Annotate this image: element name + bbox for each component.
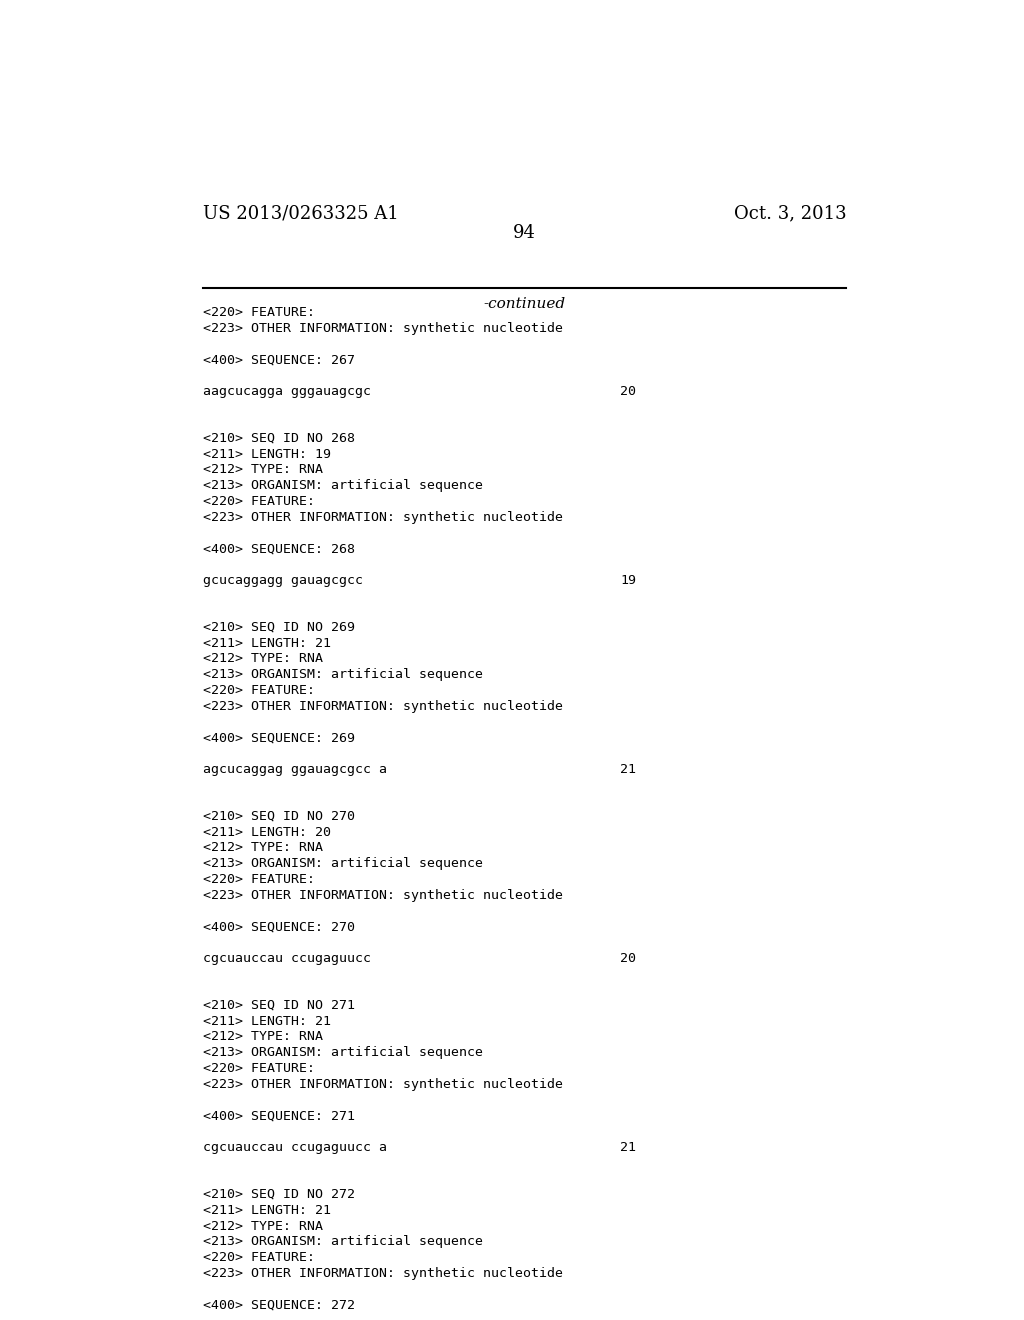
Text: <212> TYPE: RNA: <212> TYPE: RNA — [204, 1220, 324, 1233]
Text: <220> FEATURE:: <220> FEATURE: — [204, 495, 315, 508]
Text: <223> OTHER INFORMATION: synthetic nucleotide: <223> OTHER INFORMATION: synthetic nucle… — [204, 1077, 563, 1090]
Text: 94: 94 — [513, 224, 537, 243]
Text: <223> OTHER INFORMATION: synthetic nucleotide: <223> OTHER INFORMATION: synthetic nucle… — [204, 700, 563, 713]
Text: cgcuauccau ccugaguucc a: cgcuauccau ccugaguucc a — [204, 1140, 387, 1154]
Text: <400> SEQUENCE: 270: <400> SEQUENCE: 270 — [204, 920, 355, 933]
Text: -continued: -continued — [483, 297, 566, 310]
Text: <223> OTHER INFORMATION: synthetic nucleotide: <223> OTHER INFORMATION: synthetic nucle… — [204, 511, 563, 524]
Text: 20: 20 — [620, 952, 636, 965]
Text: aagcucagga gggauagcgc: aagcucagga gggauagcgc — [204, 384, 372, 397]
Text: <400> SEQUENCE: 272: <400> SEQUENCE: 272 — [204, 1299, 355, 1311]
Text: <400> SEQUENCE: 267: <400> SEQUENCE: 267 — [204, 352, 355, 366]
Text: <212> TYPE: RNA: <212> TYPE: RNA — [204, 652, 324, 665]
Text: <223> OTHER INFORMATION: synthetic nucleotide: <223> OTHER INFORMATION: synthetic nucle… — [204, 322, 563, 334]
Text: <213> ORGANISM: artificial sequence: <213> ORGANISM: artificial sequence — [204, 857, 483, 870]
Text: <400> SEQUENCE: 271: <400> SEQUENCE: 271 — [204, 1109, 355, 1122]
Text: <210> SEQ ID NO 270: <210> SEQ ID NO 270 — [204, 810, 355, 822]
Text: <211> LENGTH: 21: <211> LENGTH: 21 — [204, 1204, 332, 1217]
Text: <211> LENGTH: 21: <211> LENGTH: 21 — [204, 636, 332, 649]
Text: <220> FEATURE:: <220> FEATURE: — [204, 873, 315, 886]
Text: agcucaggag ggauagcgcc a: agcucaggag ggauagcgcc a — [204, 763, 387, 776]
Text: <213> ORGANISM: artificial sequence: <213> ORGANISM: artificial sequence — [204, 1236, 483, 1249]
Text: 20: 20 — [620, 384, 636, 397]
Text: <220> FEATURE:: <220> FEATURE: — [204, 1251, 315, 1265]
Text: <220> FEATURE:: <220> FEATURE: — [204, 1063, 315, 1074]
Text: Oct. 3, 2013: Oct. 3, 2013 — [733, 205, 846, 222]
Text: <213> ORGANISM: artificial sequence: <213> ORGANISM: artificial sequence — [204, 479, 483, 492]
Text: 21: 21 — [620, 763, 636, 776]
Text: <400> SEQUENCE: 268: <400> SEQUENCE: 268 — [204, 543, 355, 556]
Text: <220> FEATURE:: <220> FEATURE: — [204, 306, 315, 318]
Text: <213> ORGANISM: artificial sequence: <213> ORGANISM: artificial sequence — [204, 668, 483, 681]
Text: <210> SEQ ID NO 268: <210> SEQ ID NO 268 — [204, 432, 355, 445]
Text: <210> SEQ ID NO 271: <210> SEQ ID NO 271 — [204, 999, 355, 1012]
Text: <212> TYPE: RNA: <212> TYPE: RNA — [204, 463, 324, 477]
Text: <210> SEQ ID NO 272: <210> SEQ ID NO 272 — [204, 1188, 355, 1201]
Text: 21: 21 — [620, 1140, 636, 1154]
Text: <223> OTHER INFORMATION: synthetic nucleotide: <223> OTHER INFORMATION: synthetic nucle… — [204, 1267, 563, 1280]
Text: <400> SEQUENCE: 269: <400> SEQUENCE: 269 — [204, 731, 355, 744]
Text: <212> TYPE: RNA: <212> TYPE: RNA — [204, 1031, 324, 1044]
Text: <211> LENGTH: 19: <211> LENGTH: 19 — [204, 447, 332, 461]
Text: US 2013/0263325 A1: US 2013/0263325 A1 — [204, 205, 399, 222]
Text: <212> TYPE: RNA: <212> TYPE: RNA — [204, 841, 324, 854]
Text: gcucaggagg gauagcgcc: gcucaggagg gauagcgcc — [204, 574, 364, 586]
Text: cgcuauccau ccugaguucc: cgcuauccau ccugaguucc — [204, 952, 372, 965]
Text: <210> SEQ ID NO 269: <210> SEQ ID NO 269 — [204, 620, 355, 634]
Text: <211> LENGTH: 21: <211> LENGTH: 21 — [204, 1015, 332, 1028]
Text: <220> FEATURE:: <220> FEATURE: — [204, 684, 315, 697]
Text: <211> LENGTH: 20: <211> LENGTH: 20 — [204, 826, 332, 838]
Text: <213> ORGANISM: artificial sequence: <213> ORGANISM: artificial sequence — [204, 1047, 483, 1059]
Text: <223> OTHER INFORMATION: synthetic nucleotide: <223> OTHER INFORMATION: synthetic nucle… — [204, 888, 563, 902]
Text: 19: 19 — [620, 574, 636, 586]
